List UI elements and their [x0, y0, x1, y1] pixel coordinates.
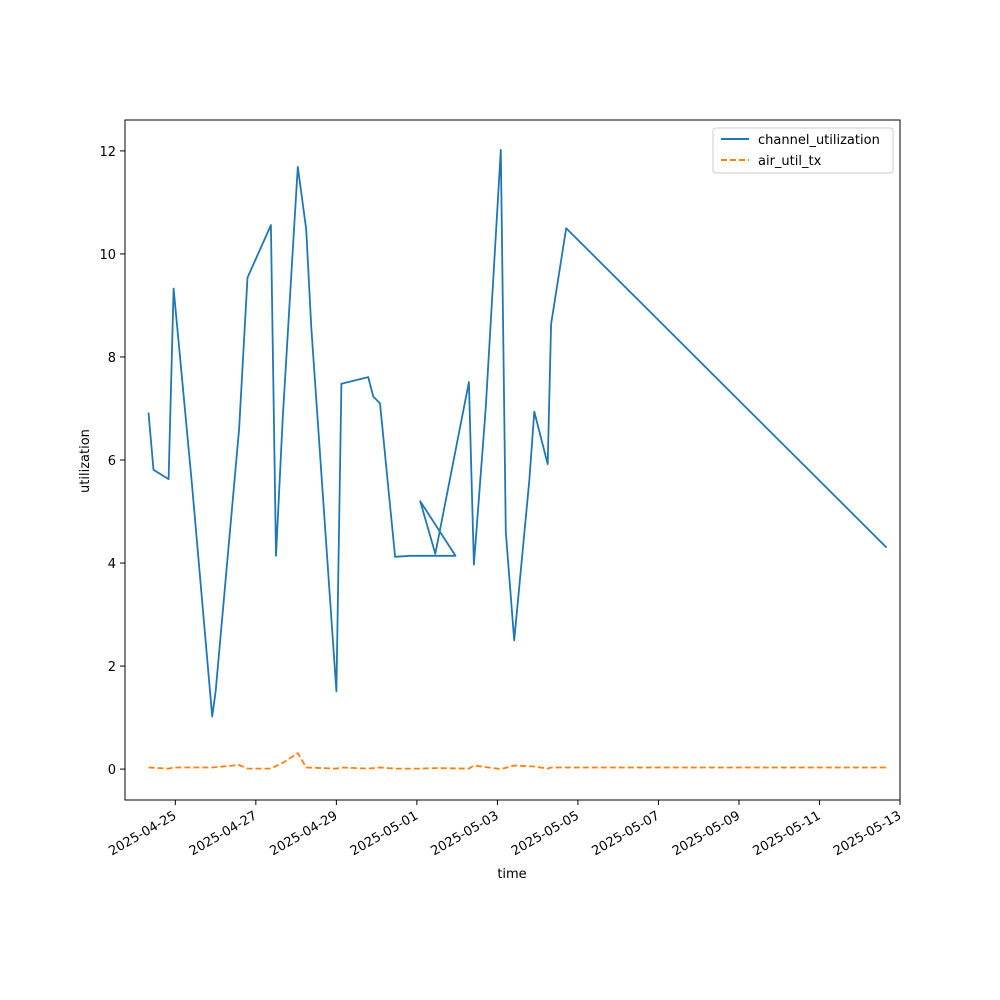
y-tick-label: 6 — [108, 454, 116, 469]
x-axis-label: time — [497, 867, 526, 882]
series-line-channel-utilization — [147, 148, 888, 718]
y-tick-label: 8 — [108, 351, 116, 366]
series-layer — [147, 148, 888, 770]
legend-label-channel-utilization: channel_utilization — [758, 133, 880, 148]
y-tick-label: 4 — [108, 557, 116, 572]
y-tick-label: 10 — [99, 248, 116, 263]
legend-box — [712, 127, 894, 174]
y-tick-label: 12 — [99, 145, 116, 160]
y-axis-ticks: 0 2 4 6 8 10 12 — [99, 145, 125, 778]
y-tick-label: 2 — [108, 660, 116, 675]
y-axis-label: utilization — [78, 429, 93, 493]
legend-label-air-util-tx: air_util_tx — [758, 154, 822, 169]
series-line-air-util-tx — [148, 752, 887, 770]
legend: channel_utilization air_util_tx — [712, 127, 894, 174]
y-tick-label: 0 — [108, 763, 116, 778]
